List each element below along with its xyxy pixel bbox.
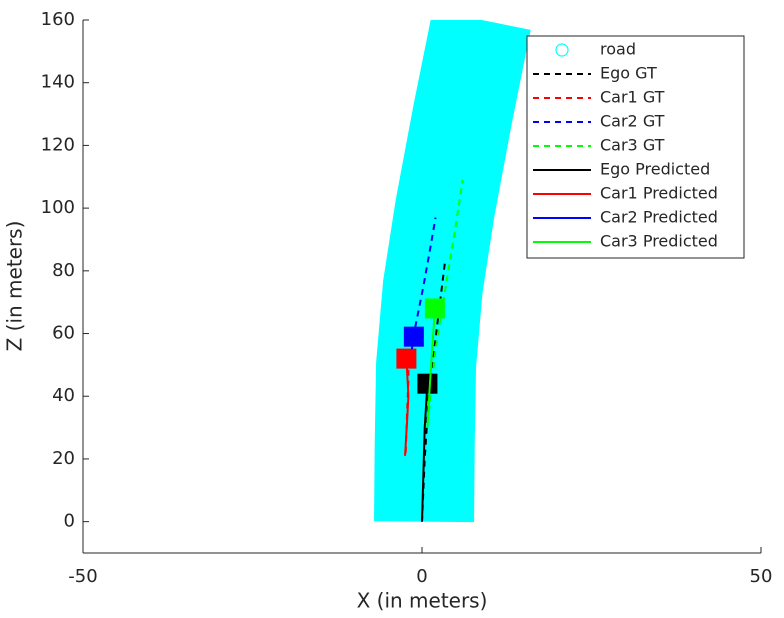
x-tick-label: 50	[750, 566, 773, 587]
y-tick-label: 80	[52, 260, 75, 281]
legend-label: Car3 Predicted	[600, 232, 718, 251]
y-tick-label: 0	[64, 511, 75, 532]
plot-area	[374, 20, 531, 523]
trajectory	[404, 358, 410, 456]
y-axis-label: Z (in meters)	[3, 221, 27, 352]
legend-label: road	[600, 40, 636, 59]
legend-symbol	[555, 43, 569, 57]
trajectory	[421, 383, 429, 522]
y-tick-label: 60	[52, 323, 75, 344]
legend-label: Car1 Predicted	[600, 184, 718, 203]
legend-label: Car2 GT	[600, 112, 665, 131]
legend-label: Ego Predicted	[600, 160, 710, 179]
y-tick-label: 160	[41, 9, 75, 30]
trajectory	[427, 179, 464, 413]
y-tick-label: 120	[41, 134, 75, 155]
vehicle-marker	[396, 348, 417, 369]
vehicle-marker	[417, 373, 438, 394]
x-tick-label: -50	[68, 566, 97, 587]
x-tick-label: 0	[416, 566, 427, 587]
vehicle-marker	[403, 326, 424, 347]
y-tick-label: 20	[52, 448, 75, 469]
road	[374, 20, 531, 523]
legend-label: Car1 GT	[600, 88, 665, 107]
vehicle-marker	[424, 298, 445, 319]
legend-box	[526, 35, 745, 259]
legend-label: Car2 Predicted	[600, 208, 718, 227]
x-axis-label: X (in meters)	[357, 589, 488, 613]
legend: road Ego GT Car1 GT Car2 GT Car3 GT Ego Predi…	[526, 35, 745, 259]
trajectory	[426, 308, 436, 428]
y-tick-label: 100	[41, 197, 75, 218]
y-tick-label: 140	[41, 72, 75, 93]
y-tick-label: 40	[52, 385, 75, 406]
legend-label: Car3 GT	[600, 136, 665, 155]
trajectory	[414, 217, 437, 328]
legend-label: Ego GT	[600, 64, 657, 83]
